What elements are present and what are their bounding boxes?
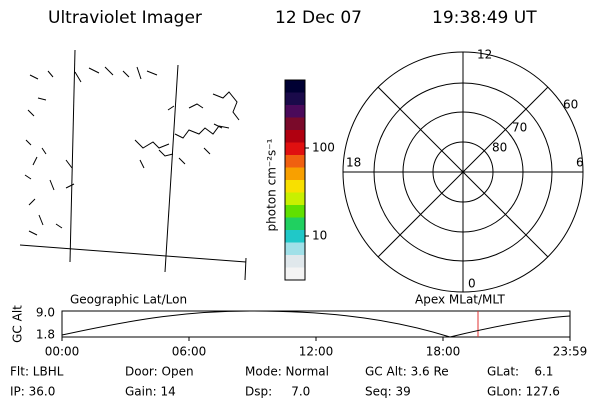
colorbar-tick-label: 10 bbox=[312, 229, 327, 243]
altitude-frame bbox=[61, 310, 571, 338]
lat-label: 80 bbox=[492, 141, 507, 155]
colorbar-swatch bbox=[285, 142, 305, 156]
mlt-label: 0 bbox=[468, 277, 476, 291]
time: 19:38:49 UT bbox=[432, 8, 537, 28]
geo-label: Geographic Lat/Lon bbox=[70, 293, 187, 307]
y-tick-label: 1.8 bbox=[36, 328, 55, 342]
mlt-label: 18 bbox=[346, 156, 361, 170]
colorbar-swatch bbox=[285, 192, 305, 206]
colorbar-frame bbox=[284, 79, 306, 281]
info-field: Gain: 14 bbox=[125, 385, 176, 399]
lat-label: 70 bbox=[512, 121, 527, 135]
y-axis-label: GC Alt bbox=[11, 305, 25, 343]
x-ticks: 00:00 06:00 12:00 18:00 23:59 bbox=[45, 337, 588, 359]
info-field: Dsp: 7.0 bbox=[245, 385, 310, 399]
colorbar-swatch bbox=[285, 180, 305, 193]
colorbar-swatch bbox=[285, 80, 305, 93]
x-tick-label: 06:00 bbox=[172, 345, 207, 359]
colorbar-label: photon cm⁻²s⁻¹ bbox=[265, 138, 279, 231]
colorbar-swatch bbox=[285, 267, 305, 281]
colorbar-swatch bbox=[285, 92, 305, 106]
y-tick-label: 9.0 bbox=[36, 306, 55, 320]
altitude-curve bbox=[61, 310, 571, 338]
info-panel: Flt: LBHL Door: Open Mode: Normal GC Alt: 3… bbox=[10, 365, 560, 399]
colorbar-swatch bbox=[285, 167, 305, 181]
info-field: GC Alt: 3.6 Re bbox=[365, 365, 449, 379]
info-field: GLon: 127.6 bbox=[487, 385, 560, 399]
info-field: GLat: 6.1 bbox=[487, 365, 553, 379]
polar-grid bbox=[342, 51, 584, 293]
info-field: Seq: 39 bbox=[365, 385, 411, 399]
x-tick-label: 12:00 bbox=[299, 345, 334, 359]
colorbar-swatch bbox=[285, 205, 305, 218]
info-field: Flt: LBHL bbox=[10, 365, 64, 379]
apex-label: Apex MLat/MLT bbox=[415, 293, 505, 307]
date: 12 Dec 07 bbox=[275, 8, 362, 28]
x-tick-label: 18:00 bbox=[426, 345, 461, 359]
mlt-label: 6 bbox=[576, 156, 584, 170]
colorbar-swatch bbox=[285, 155, 305, 168]
colorbar bbox=[285, 80, 305, 281]
info-field: Mode: Normal bbox=[245, 365, 329, 379]
info-field: IP: 36.0 bbox=[10, 385, 55, 399]
colorbar-swatch bbox=[285, 105, 305, 118]
x-tick-label: 00:00 bbox=[45, 345, 80, 359]
info-field: Door: Open bbox=[125, 365, 194, 379]
map bbox=[19, 49, 247, 281]
mlt-label: 12 bbox=[477, 48, 492, 62]
instrument-title: Ultraviolet Imager bbox=[48, 8, 202, 28]
colorbar-swatch bbox=[285, 230, 305, 243]
lat-label: 60 bbox=[563, 98, 578, 112]
colorbar-swatch bbox=[285, 255, 305, 268]
colorbar-tick-label: 100 bbox=[312, 141, 335, 155]
x-tick-label: 23:59 bbox=[553, 345, 588, 359]
colorbar-swatch bbox=[285, 130, 305, 143]
colorbar-swatch bbox=[285, 117, 305, 131]
colorbar-swatch bbox=[285, 242, 305, 256]
colorbar-swatch bbox=[285, 217, 305, 231]
